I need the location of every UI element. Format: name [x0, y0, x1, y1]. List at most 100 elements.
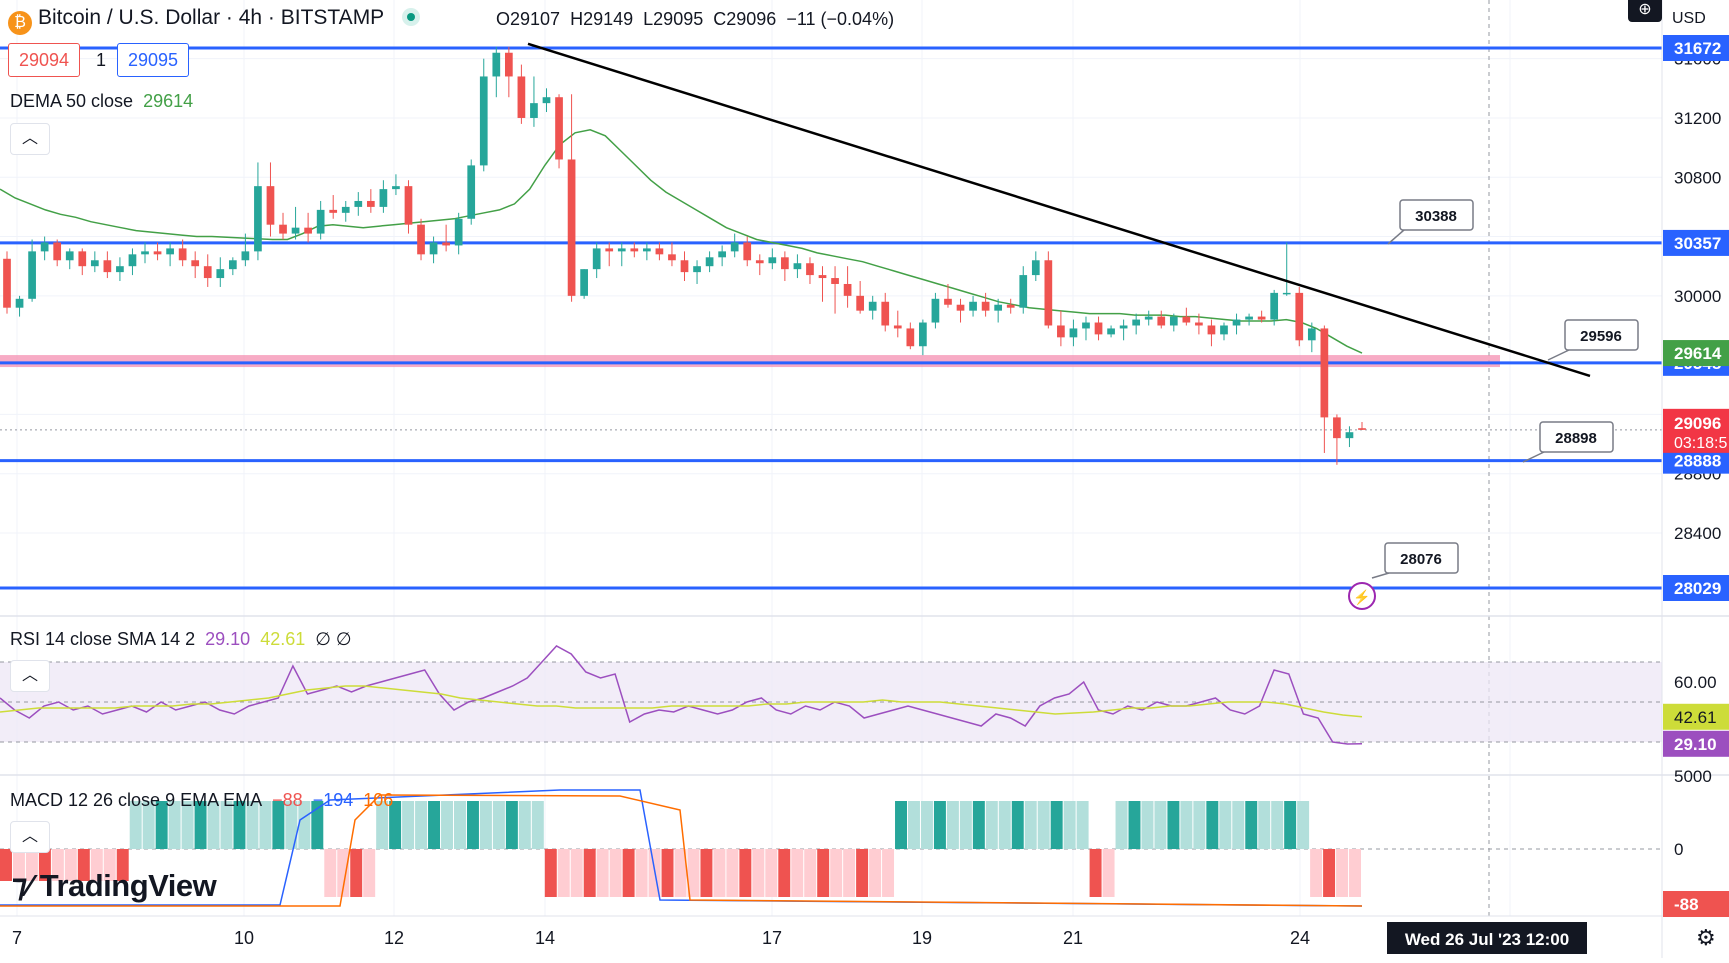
candle-body — [542, 97, 551, 104]
candle-body — [479, 76, 488, 166]
collapse-macd-button[interactable]: ︿ — [10, 821, 50, 853]
candle-body — [153, 251, 162, 255]
collapse-indicators-button[interactable]: ︿ — [10, 123, 50, 155]
countdown-label: 03:18:5 — [1674, 435, 1727, 452]
candle-body — [806, 263, 814, 276]
candle-body — [454, 218, 463, 246]
macd-histogram-bar — [933, 801, 946, 849]
macd-histogram-bar — [168, 801, 181, 849]
candle-body — [467, 165, 476, 219]
macd-histogram-bar — [596, 849, 609, 897]
candle-body — [630, 248, 639, 252]
candle-body — [768, 257, 777, 264]
lightning-glyph: ⚡ — [1353, 589, 1370, 606]
macd-tag-bg — [1663, 891, 1729, 917]
candle-body — [1270, 292, 1279, 320]
level-price-tag: 30357 — [1674, 234, 1721, 253]
candle-body — [1031, 260, 1040, 276]
candle-body — [530, 103, 538, 118]
candle-body — [1006, 304, 1015, 308]
rsi-legend[interactable]: RSI 14 close SMA 14 2 29.10 42.61 ∅ ∅ — [10, 629, 352, 650]
currency-label[interactable]: USD — [1672, 10, 1706, 27]
symbol-header[interactable]: ₿ Bitcoin / U.S. Dollar · 4h · BITSTAMP — [8, 6, 421, 35]
macd-histogram-bar — [726, 849, 739, 897]
candle-body — [793, 263, 802, 270]
candle-body — [1069, 328, 1078, 338]
candle-body — [504, 52, 513, 77]
candle-body — [429, 242, 438, 255]
candle-body — [969, 301, 977, 311]
candle-body — [944, 298, 952, 305]
buy-price-button[interactable]: 29095 — [117, 43, 190, 77]
candle-body — [392, 186, 400, 190]
macd-histogram-bar — [1128, 801, 1141, 849]
macd-histogram-bar — [181, 801, 194, 849]
candle-body — [316, 209, 325, 234]
macd-histogram-bar — [1102, 849, 1115, 897]
macd-histogram-bar — [1011, 801, 1024, 849]
macd-histogram-bar — [713, 849, 726, 897]
macd-histogram-bar — [635, 849, 648, 897]
macd-histogram-bar — [1336, 849, 1349, 897]
candle-body — [1345, 432, 1354, 439]
candle-body — [1057, 325, 1065, 338]
macd-histogram-bar — [38, 849, 51, 881]
dema-legend[interactable]: DEMA 50 close 29614 — [10, 91, 193, 112]
rsi-sma-line — [0, 685, 1363, 718]
x-tick-label: 14 — [535, 928, 555, 948]
y-tick-label: 31200 — [1674, 109, 1721, 128]
macd-histogram-bar — [1154, 801, 1167, 849]
candle-body — [379, 189, 388, 207]
support-zone — [0, 355, 1500, 368]
candle-body — [166, 248, 174, 255]
candle-body — [266, 186, 275, 225]
candle-body — [1320, 328, 1329, 418]
candle-body — [843, 283, 852, 296]
crosshair-time-box — [1387, 922, 1587, 954]
macd-histogram-bar — [674, 849, 687, 897]
dema-price-tag: 29614 — [1674, 344, 1722, 363]
candle-body — [580, 269, 588, 296]
macd-histogram-bar — [350, 849, 363, 897]
sell-price-button[interactable]: 29094 — [8, 43, 81, 77]
macd-histogram-bar — [830, 849, 843, 897]
ohlc-close: C29096 — [713, 9, 777, 29]
candle-body — [1019, 275, 1028, 308]
x-tick-label: 12 — [384, 928, 404, 948]
macd-histogram-bar — [1063, 801, 1076, 849]
candle-body — [643, 248, 651, 252]
candle-body — [693, 266, 701, 273]
callout-box — [1399, 199, 1474, 231]
candle-body — [116, 266, 124, 273]
macd-histogram-bar — [415, 801, 428, 849]
ohlc-change: −11 (−0.04%) — [786, 9, 895, 29]
macd-histogram-bar — [155, 801, 168, 849]
macd-histogram-bar — [207, 801, 220, 849]
candle-body — [1119, 325, 1128, 329]
callout-label: 30388 — [1415, 208, 1457, 225]
candle-body — [517, 76, 526, 118]
macd-histogram-bar — [765, 849, 778, 897]
macd-histogram-bar — [791, 849, 804, 897]
ohlc-readout: O29107 H29149 L29095 C29096 −11 (−0.04%) — [496, 9, 894, 30]
add-alert-icon[interactable]: ⊕ — [1628, 0, 1662, 22]
candle-body — [592, 248, 601, 270]
collapse-rsi-button[interactable]: ︿ — [10, 660, 50, 692]
macd-legend[interactable]: MACD 12 26 close 9 EMA EMA −88 −194 106 — [10, 790, 393, 811]
macd-histogram-bar — [1024, 801, 1037, 849]
macd-histogram-bar — [64, 849, 77, 881]
x-tick-label: 19 — [912, 928, 932, 948]
macd-histogram-bar — [311, 801, 324, 849]
macd-histogram-bar — [1232, 801, 1245, 849]
macd-histogram-bar — [583, 849, 596, 897]
candle-body — [881, 301, 890, 326]
dema-line — [0, 129, 1363, 354]
settings-gear-icon[interactable]: ⚙ — [1696, 925, 1716, 950]
tradingview-logo[interactable]: ⁊⁄ TradingView — [12, 868, 217, 904]
level-price-tag-bg — [1663, 35, 1729, 61]
candle-body — [1132, 319, 1141, 326]
macd-histogram-bar — [492, 801, 505, 849]
macd-histogram-bar — [116, 849, 129, 881]
